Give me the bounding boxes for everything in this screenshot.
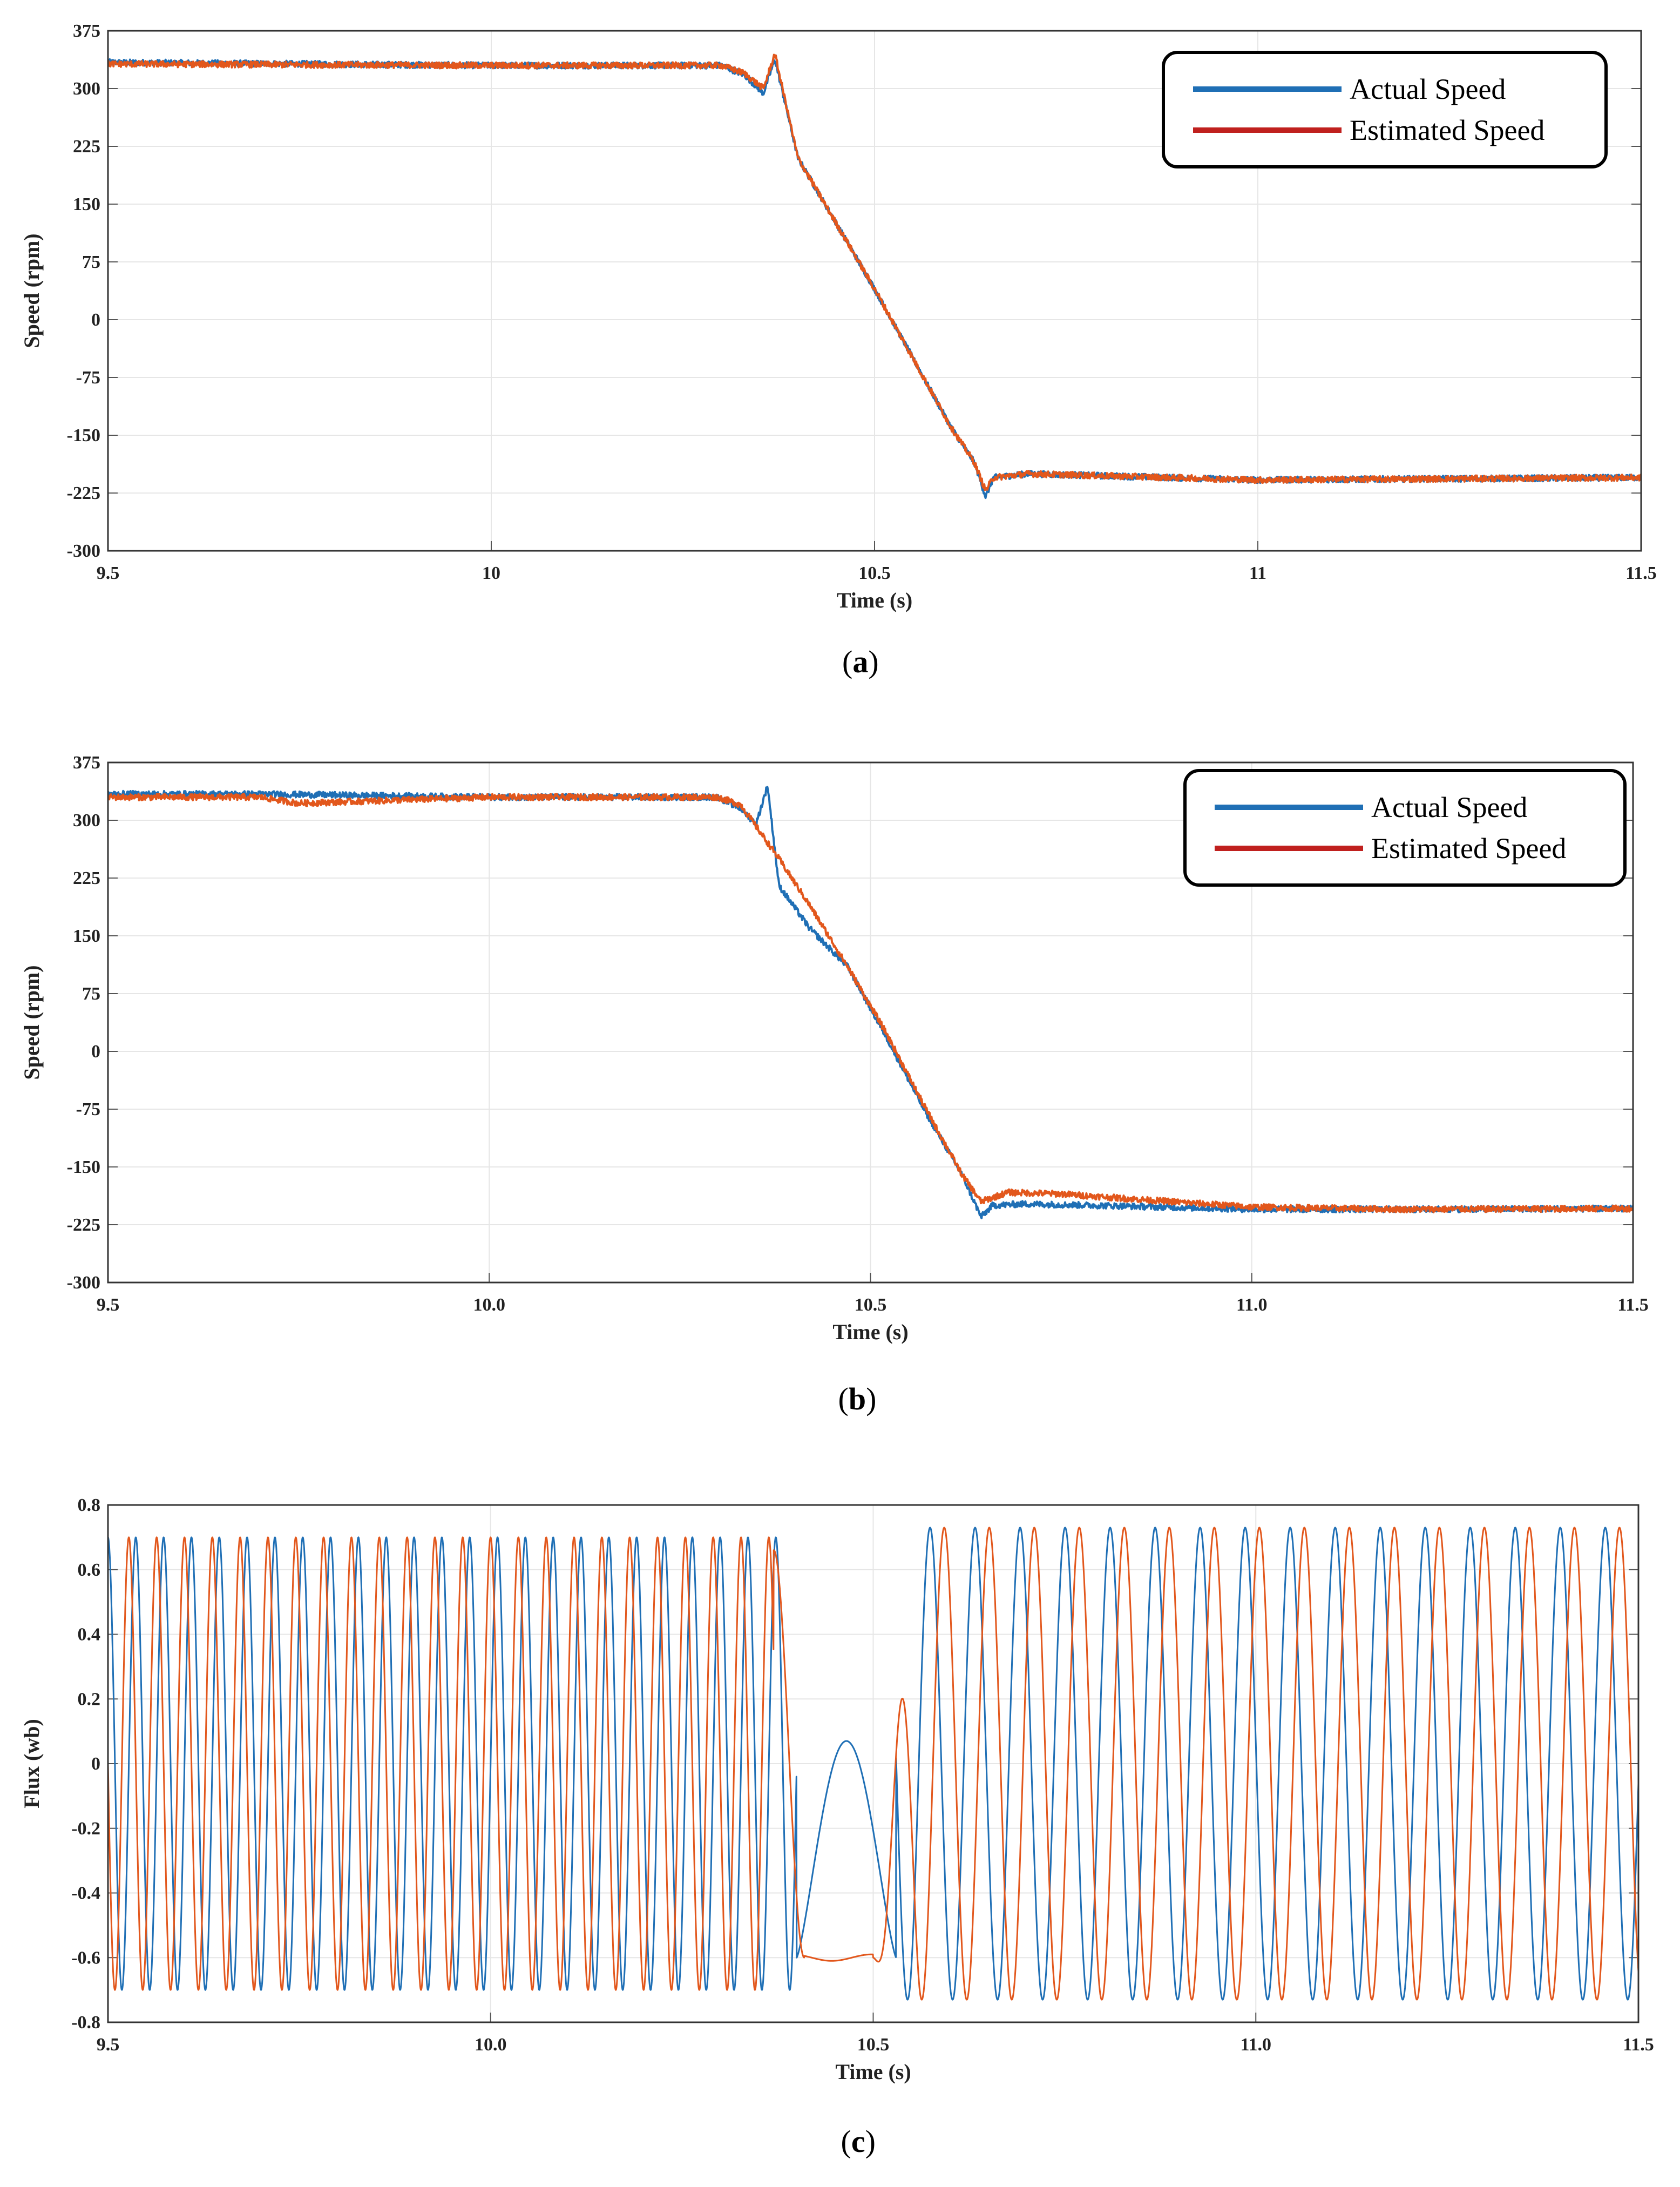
series-estimated-speed-line bbox=[108, 53, 1641, 491]
x-tick-label: 10 bbox=[482, 563, 500, 583]
legend-box bbox=[1162, 51, 1608, 168]
x-axis-label: Time (s) bbox=[837, 588, 912, 612]
plot-frame bbox=[107, 1504, 1640, 2023]
y-tick-label: 225 bbox=[73, 868, 100, 888]
x-axis-label: Time (s) bbox=[832, 1320, 908, 1344]
x-tick-label: 10.5 bbox=[857, 2035, 890, 2055]
legend: Actual Speed Estimated Speed bbox=[1183, 769, 1627, 887]
y-tick-label: 0.4 bbox=[78, 1625, 101, 1645]
x-tick-label: 10.0 bbox=[475, 2035, 507, 2055]
y-axis-label: Flux (wb) bbox=[19, 1719, 44, 1808]
y-tick-label: 300 bbox=[73, 811, 100, 831]
y-axis-label: Speed (rpm) bbox=[19, 233, 44, 348]
y-tick-label: 0.2 bbox=[78, 1689, 101, 1709]
x-axis-label: Time (s) bbox=[835, 2060, 911, 2084]
y-tick-label: 0.6 bbox=[78, 1560, 101, 1580]
panel-caption: (b) bbox=[838, 1381, 877, 1416]
y-tick-label: -300 bbox=[67, 541, 100, 561]
y-tick-label: 300 bbox=[73, 79, 100, 99]
y-tick-label: 375 bbox=[73, 753, 100, 773]
y-tick-label: 0 bbox=[91, 1754, 100, 1774]
y-tick-label: 75 bbox=[82, 252, 100, 272]
y-tick-label: -75 bbox=[76, 1099, 100, 1119]
y-tick-label: -75 bbox=[76, 368, 100, 388]
x-tick-label: 11.5 bbox=[1623, 2035, 1654, 2055]
y-tick-label: -0.4 bbox=[71, 1884, 100, 1904]
x-tick-label: 11.0 bbox=[1236, 1295, 1268, 1315]
y-tick-label: 150 bbox=[73, 926, 100, 946]
series-group bbox=[108, 53, 1641, 500]
y-tick-label: -0.2 bbox=[71, 1819, 100, 1839]
legend: Actual Speed Estimated Speed bbox=[1162, 51, 1608, 168]
y-tick-label: 0 bbox=[91, 1042, 100, 1062]
x-tick-label: 9.5 bbox=[97, 1295, 120, 1315]
legend-box bbox=[1183, 769, 1627, 887]
plot-frame bbox=[107, 30, 1642, 552]
x-tick-label: 11 bbox=[1249, 563, 1266, 583]
y-axis-label: Speed (rpm) bbox=[19, 965, 44, 1079]
legend-label: Actual Speed bbox=[1350, 73, 1506, 105]
x-tick-label: 9.5 bbox=[97, 563, 120, 583]
y-tick-label: 375 bbox=[73, 21, 100, 41]
x-tick-label: 10.5 bbox=[855, 1295, 887, 1315]
plot-frame bbox=[107, 761, 1634, 1284]
series-group bbox=[108, 1527, 1638, 2001]
y-tick-label: 0 bbox=[91, 310, 100, 330]
y-tick-label: -150 bbox=[67, 426, 100, 446]
series-group bbox=[108, 786, 1633, 1219]
panel-caption: (a) bbox=[842, 644, 879, 679]
x-tick-label: 10.5 bbox=[858, 563, 891, 583]
y-tick-label: -150 bbox=[67, 1157, 100, 1177]
y-tick-label: 0.8 bbox=[78, 1495, 101, 1515]
series-flux-blue-trace-line bbox=[108, 1527, 1638, 2001]
y-tick-label: -225 bbox=[67, 483, 100, 503]
x-tick-label: 11.5 bbox=[1617, 1295, 1649, 1315]
y-tick-label: -225 bbox=[67, 1215, 100, 1235]
x-tick-label: 10.0 bbox=[473, 1295, 506, 1315]
y-tick-label: 150 bbox=[73, 194, 100, 214]
panel-caption: (c) bbox=[841, 2124, 876, 2159]
y-tick-label: 75 bbox=[82, 984, 100, 1004]
x-tick-label: 9.5 bbox=[97, 2035, 120, 2055]
y-tick-label: -0.6 bbox=[71, 1948, 100, 1968]
y-tick-label: 225 bbox=[73, 137, 100, 157]
y-tick-label: -0.8 bbox=[71, 2013, 100, 2033]
legend-label: Estimated Speed bbox=[1350, 114, 1544, 146]
series-flux-orange-trace-line bbox=[108, 1527, 1638, 2001]
y-tick-label: -300 bbox=[67, 1273, 100, 1293]
series-estimated-speed-line bbox=[108, 793, 1633, 1213]
chart-c: 0.8 0.6 0.4 0.2 0 -0.2 -0.4 -0.6 -0.89.5 10.0 10.5… bbox=[19, 1495, 1654, 2159]
legend-label: Actual Speed bbox=[1371, 791, 1527, 824]
legend-label: Estimated Speed bbox=[1371, 832, 1566, 865]
x-tick-label: 11.5 bbox=[1625, 563, 1657, 583]
x-tick-label: 11.0 bbox=[1240, 2035, 1271, 2055]
